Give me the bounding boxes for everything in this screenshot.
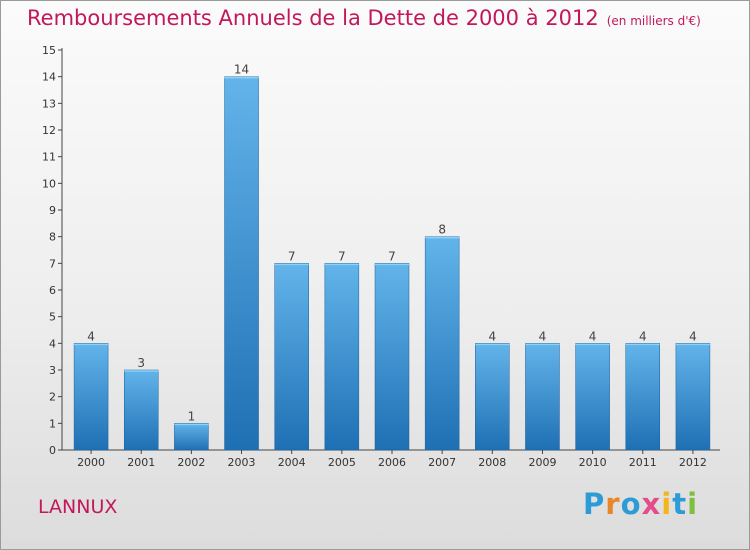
logo-letter: x — [641, 487, 662, 521]
y-tick-label: 5 — [49, 311, 56, 324]
bar-value-label: 4 — [639, 329, 647, 343]
x-tick-label: 2009 — [528, 456, 556, 469]
bar — [274, 263, 309, 451]
bar — [174, 423, 209, 451]
x-tick-label: 2011 — [629, 456, 657, 469]
y-tick-label: 7 — [49, 257, 56, 270]
y-tick-label: 15 — [42, 44, 56, 57]
logo-letter: t — [672, 487, 688, 521]
y-tick-label: 10 — [42, 177, 56, 190]
chart-title-main: Remboursements Annuels de la Dette de 20… — [27, 6, 599, 30]
y-tick-label: 2 — [49, 391, 56, 404]
bar-value-label: 7 — [388, 249, 396, 263]
y-tick-label: 11 — [42, 151, 56, 164]
bar-value-label: 4 — [689, 329, 697, 343]
bar-value-label: 14 — [234, 63, 249, 77]
x-tick-label: 2010 — [579, 456, 607, 469]
logo-letter: o — [620, 487, 642, 521]
x-tick-label: 2003 — [228, 456, 256, 469]
bar — [525, 343, 560, 451]
y-tick-label: 6 — [49, 284, 56, 297]
y-tick-label: 1 — [49, 417, 56, 430]
y-tick-label: 14 — [42, 71, 56, 84]
bar-value-label: 7 — [288, 249, 296, 263]
x-tick-label: 2006 — [378, 456, 406, 469]
chart-title-unit: (en milliers d'€) — [606, 14, 701, 28]
bar-value-label: 4 — [488, 329, 496, 343]
y-tick-label: 12 — [42, 124, 56, 137]
bar — [374, 263, 410, 451]
logo-letter: P — [583, 487, 606, 521]
commune-name: LANNUX — [38, 496, 118, 518]
bar-value-label: 4 — [539, 329, 547, 343]
bar — [675, 343, 711, 451]
x-tick-label: 2002 — [177, 456, 205, 469]
x-tick-label: 2004 — [278, 456, 306, 469]
bar-value-label: 4 — [87, 329, 95, 343]
proxiti-logo: Proxiti — [583, 487, 698, 521]
y-tick-label: 4 — [49, 337, 56, 350]
bar-value-label: 4 — [589, 329, 597, 343]
bar — [324, 263, 360, 451]
y-tick-label: 8 — [49, 231, 56, 244]
bar — [224, 76, 259, 451]
logo-letter: i — [661, 487, 673, 521]
bar — [424, 236, 460, 451]
y-tick-label: 0 — [49, 444, 56, 457]
bar-value-label: 7 — [338, 249, 346, 263]
x-tick-label: 2008 — [478, 456, 506, 469]
y-tick-label: 3 — [49, 364, 56, 377]
y-tick-label: 9 — [49, 204, 56, 217]
chart-title: Remboursements Annuels de la Dette de 20… — [27, 6, 701, 30]
bar-value-label: 8 — [438, 223, 446, 237]
bar — [123, 369, 159, 451]
logo-letter: r — [605, 487, 621, 521]
bar — [625, 343, 661, 451]
x-tick-label: 2007 — [428, 456, 456, 469]
x-tick-label: 2001 — [127, 456, 155, 469]
bar — [73, 343, 109, 451]
y-tick-label: 13 — [42, 97, 56, 110]
x-tick-label: 2012 — [679, 456, 707, 469]
logo-letter: i — [687, 487, 699, 521]
x-tick-label: 2005 — [328, 456, 356, 469]
bar-value-label: 3 — [137, 356, 145, 370]
bar-value-label: 1 — [188, 409, 196, 423]
bar — [575, 343, 610, 451]
x-tick-label: 2000 — [77, 456, 105, 469]
bar — [475, 343, 510, 451]
